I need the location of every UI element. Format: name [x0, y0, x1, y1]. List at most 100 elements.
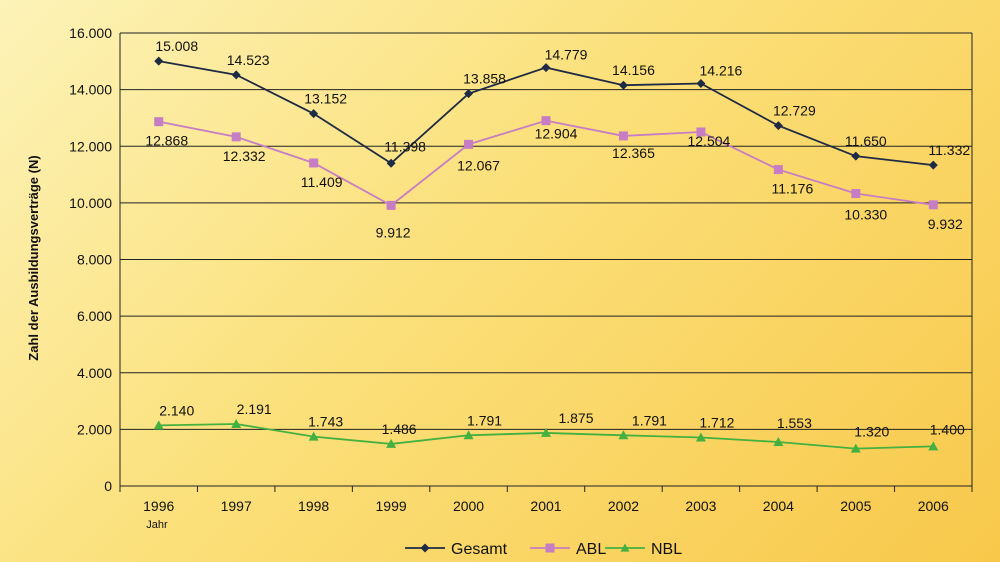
y-tick-label: 10.000: [69, 195, 112, 211]
data-label: 12.365: [612, 145, 655, 161]
data-point: [231, 70, 241, 80]
data-label: 14.523: [227, 52, 270, 68]
data-label: 14.156: [612, 62, 655, 78]
y-tick-label: 2.000: [77, 421, 112, 437]
data-label: 15.008: [155, 38, 198, 54]
data-label: 12.729: [773, 103, 816, 119]
x-tick-label: 1998: [298, 498, 329, 514]
data-point: [850, 443, 861, 453]
x-tick-label: 1996: [143, 498, 174, 514]
data-label: 14.779: [545, 47, 588, 63]
data-point: [386, 200, 396, 210]
data-point: [309, 109, 319, 119]
legend: Gesamt ABL NBL: [405, 541, 682, 558]
data-point: [696, 127, 706, 137]
data-point: [620, 543, 630, 552]
data-point: [420, 543, 430, 553]
data-label: 11.332: [928, 142, 970, 158]
y-tick-label: 4.000: [77, 365, 112, 381]
data-point: [618, 131, 628, 141]
series-abl: [154, 116, 938, 210]
x-tick-label: 2004: [763, 498, 794, 514]
data-label: 10.330: [844, 207, 887, 223]
data-point: [464, 89, 474, 99]
legend-label: ABL: [576, 541, 606, 558]
data-point: [773, 437, 784, 447]
x-tick-label: 2003: [685, 498, 716, 514]
data-point: [308, 431, 319, 441]
data-point: [773, 121, 783, 131]
x-tick-label: 2001: [530, 498, 561, 514]
data-point: [928, 441, 939, 451]
data-point: [386, 438, 397, 448]
data-label: 11.398: [384, 138, 426, 154]
y-tick-label: 8.000: [77, 252, 112, 268]
x-axis-sublabel: Jahr: [146, 519, 168, 531]
data-label: 12.504: [687, 133, 730, 149]
y-tick-label: 16.000: [69, 25, 112, 41]
data-point: [851, 189, 861, 199]
data-label: 14.216: [699, 63, 742, 79]
data-label: 2.140: [159, 402, 194, 418]
data-point: [231, 418, 242, 428]
data-label: 9.912: [376, 224, 411, 240]
data-point: [928, 200, 938, 210]
data-label: 13.858: [463, 71, 506, 87]
data-label: 12.868: [145, 133, 188, 149]
data-point: [618, 80, 628, 90]
data-label: 1.875: [558, 410, 593, 426]
data-point: [696, 79, 706, 89]
x-tick-label: 2005: [840, 498, 871, 514]
series-gesamt: [154, 56, 938, 170]
series-nbl: [153, 418, 939, 453]
data-point: [464, 139, 474, 149]
x-tick-label: 2006: [918, 498, 949, 514]
data-label: 1.791: [632, 412, 667, 428]
data-label: 11.176: [771, 181, 813, 197]
legend-item-nbl: NBL: [605, 541, 682, 558]
data-label: 1.553: [777, 415, 812, 431]
data-label: 12.067: [457, 157, 500, 173]
y-axis-ticks: 0 2.000 4.000 6.000 8.000 10.000 12.000 14.000 1…: [69, 25, 112, 494]
data-label: 1.743: [308, 414, 343, 430]
series-lines: [153, 56, 939, 453]
x-tick-label: 2002: [608, 498, 639, 514]
data-point: [153, 420, 164, 430]
y-axis-label: Zahl der Ausbildungsverträge (N): [26, 155, 41, 360]
data-label: 13.152: [304, 91, 347, 107]
data-label: 1.320: [854, 424, 889, 440]
data-point: [386, 158, 396, 168]
data-point: [695, 432, 706, 442]
data-point: [463, 430, 474, 440]
x-axis-ticks: 1996 1997 1998 1999 2000 2001 2002 2003 2004 2005…: [143, 498, 949, 514]
data-point: [773, 165, 783, 175]
legend-label: NBL: [651, 541, 682, 558]
data-label: 1.400: [930, 421, 965, 437]
data-point: [154, 117, 164, 127]
data-point: [541, 63, 551, 73]
y-tick-label: 14.000: [69, 82, 112, 98]
data-point: [231, 132, 241, 142]
data-point: [618, 430, 629, 440]
y-tick-label: 12.000: [69, 138, 112, 154]
data-label: 12.332: [223, 148, 266, 164]
data-label: 1.486: [382, 421, 417, 437]
gridlines: [119, 32, 973, 492]
data-point: [541, 427, 551, 437]
y-tick-label: 6.000: [77, 308, 112, 324]
x-tick-label: 1999: [376, 498, 407, 514]
data-label: 11.650: [845, 133, 887, 149]
data-label: 9.932: [928, 216, 963, 232]
data-point: [541, 116, 551, 126]
data-point: [545, 543, 555, 553]
legend-label: Gesamt: [451, 541, 508, 558]
data-point: [309, 158, 319, 168]
x-tick-label: 1997: [221, 498, 252, 514]
data-label: 2.191: [237, 401, 272, 417]
data-point: [154, 56, 164, 66]
data-labels: 15.008 14.523 13.152 11.398 13.858 14.779 14.1…: [145, 38, 970, 440]
legend-item-gesamt: Gesamt: [405, 541, 508, 558]
data-label: 11.409: [301, 174, 343, 190]
legend-item-abl: ABL: [530, 541, 606, 558]
